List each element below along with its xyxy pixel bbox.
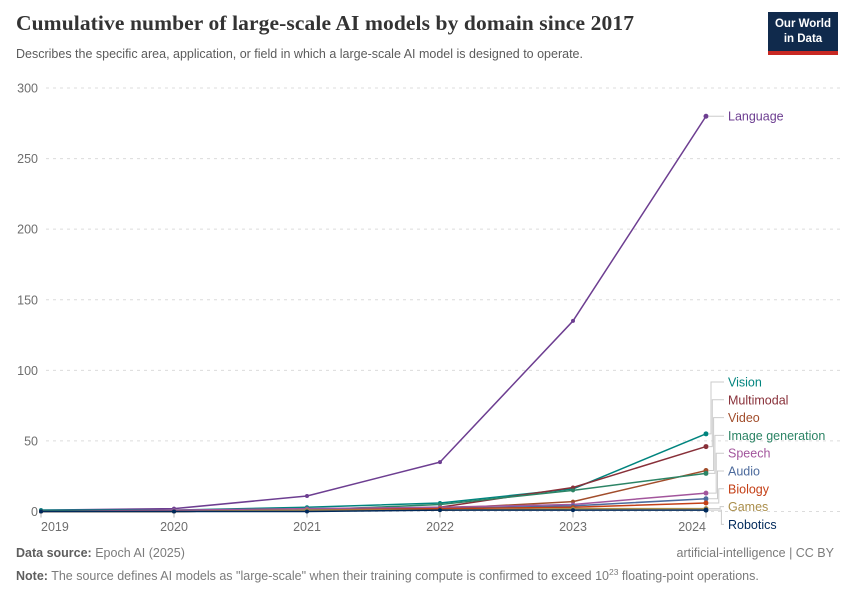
y-axis-tick-label: 50	[24, 434, 38, 448]
data-source: Data source: Epoch AI (2025)	[16, 546, 185, 560]
series-label-audio[interactable]: Audio	[728, 465, 760, 479]
series-label-multimodal[interactable]: Multimodal	[728, 393, 788, 407]
chart-subtitle: Describes the specific area, application…	[16, 47, 583, 61]
series-label-games[interactable]: Games	[728, 500, 768, 514]
series-line-language[interactable]	[40, 115, 707, 511]
data-source-value: Epoch AI (2025)	[95, 546, 185, 560]
y-axis-tick-label: 200	[17, 223, 38, 237]
label-connector	[709, 509, 724, 525]
data-point-audio[interactable]	[703, 496, 709, 502]
series-line-robotics[interactable]	[41, 509, 706, 513]
y-axis-tick-label: 100	[17, 364, 38, 378]
chart-title: Cumulative number of large-scale AI mode…	[16, 11, 635, 35]
data-point-robotics[interactable]	[172, 509, 176, 514]
data-point-image-generation[interactable]	[571, 488, 575, 493]
data-point-robotics[interactable]	[438, 508, 442, 513]
note-label: Note:	[16, 569, 48, 584]
series-label-image-generation[interactable]: Image generation	[728, 429, 825, 443]
label-connector	[709, 470, 724, 500]
data-point-image-generation[interactable]	[438, 502, 442, 507]
data-point-robotics[interactable]	[703, 507, 709, 513]
data-point-speech[interactable]	[703, 490, 709, 496]
label-connector	[709, 417, 724, 472]
series-label-language[interactable]: Language	[728, 110, 784, 124]
footer-source-row: Data source: Epoch AI (2025) artificial-…	[16, 546, 834, 560]
series-line-vision[interactable]	[41, 433, 707, 511]
x-axis-tick-label: 2019	[41, 520, 69, 534]
data-point-language[interactable]	[703, 113, 709, 119]
label-connector	[709, 381, 724, 435]
series-label-video[interactable]: Video	[728, 411, 760, 425]
data-point-robotics[interactable]	[571, 508, 575, 513]
series-line-speech[interactable]	[40, 492, 707, 513]
x-axis-tick-label: 2024	[678, 520, 706, 534]
data-point-language[interactable]	[571, 318, 575, 323]
series-label-robotics[interactable]: Robotics	[728, 518, 777, 532]
note-superscript: 23	[608, 567, 619, 577]
owid-logo[interactable]: Our World in Data	[768, 12, 838, 55]
data-source-label: Data source:	[16, 546, 92, 560]
data-point-language[interactable]	[305, 493, 309, 498]
note-text-post: floating-point operations.	[618, 569, 759, 584]
y-axis-tick-label: 0	[31, 505, 38, 519]
x-axis-tick-label: 2021	[293, 520, 321, 534]
y-axis-tick-label: 150	[17, 293, 38, 307]
label-connector	[709, 399, 724, 448]
data-point-robotics[interactable]	[39, 509, 43, 514]
y-axis-tick-label: 250	[17, 152, 38, 166]
data-point-vision[interactable]	[703, 431, 709, 437]
owid-logo-line2: in Data	[783, 32, 823, 45]
data-point-multimodal[interactable]	[703, 444, 709, 450]
y-axis-tick-label: 300	[17, 82, 38, 96]
label-connector	[709, 452, 724, 494]
note-text-pre: The source defines AI models as "large-s…	[51, 569, 609, 584]
x-axis-tick-label: 2022	[426, 520, 454, 534]
series-label-speech[interactable]: Speech	[728, 447, 770, 461]
data-point-multimodal[interactable]	[571, 485, 575, 490]
credit-link[interactable]: artificial-intelligence | CC BY	[676, 546, 834, 560]
data-point-video[interactable]	[571, 499, 575, 504]
series-label-biology[interactable]: Biology	[728, 482, 770, 496]
data-point-image-generation[interactable]	[703, 470, 709, 476]
x-axis-tick-label: 2020	[160, 520, 188, 534]
label-connector	[709, 488, 724, 504]
data-point-robotics[interactable]	[305, 509, 309, 514]
x-axis-tick-label: 2023	[559, 520, 587, 534]
series-label-vision[interactable]: Vision	[728, 376, 762, 390]
label-connector	[709, 506, 724, 510]
data-point-biology[interactable]	[703, 500, 709, 506]
footer-note: Note: The source defines AI models as "l…	[16, 567, 759, 583]
owid-logo-line1: Our World	[774, 18, 831, 30]
label-connector	[709, 434, 724, 474]
data-point-language[interactable]	[438, 460, 442, 465]
